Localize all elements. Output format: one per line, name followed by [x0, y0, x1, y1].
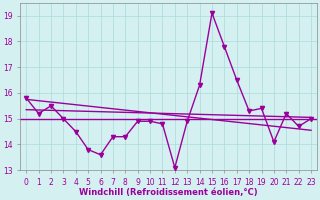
- X-axis label: Windchill (Refroidissement éolien,°C): Windchill (Refroidissement éolien,°C): [79, 188, 258, 197]
